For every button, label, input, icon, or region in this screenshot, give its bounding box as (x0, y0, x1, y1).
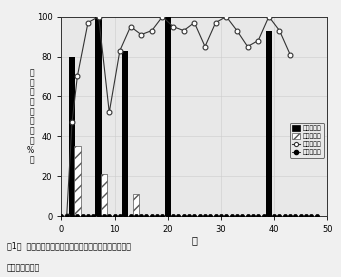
Legend: 長日付着率, 短日付着率, 長日活動率, 短日活動率: 長日付着率, 短日付着率, 長日活動率, 短日活動率 (290, 123, 324, 158)
Y-axis label: 活
動
率
・
付
着
率
（
%
）: 活 動 率 ・ 付 着 率 （ % ） (27, 68, 34, 165)
X-axis label: 日: 日 (191, 235, 197, 245)
Bar (122, 50, 129, 216)
Text: 図1．  脱皮後のフタトゲチマダニ成虫の活動率と寄主へ: 図1． 脱皮後のフタトゲチマダニ成虫の活動率と寄主へ (7, 241, 131, 250)
Bar (133, 194, 139, 216)
Bar (69, 57, 75, 216)
Text: の付着率: の付着率 (7, 263, 40, 272)
Bar (74, 146, 80, 216)
Bar (95, 17, 102, 216)
Bar (165, 17, 171, 216)
Bar (101, 174, 107, 216)
Bar (266, 30, 272, 216)
